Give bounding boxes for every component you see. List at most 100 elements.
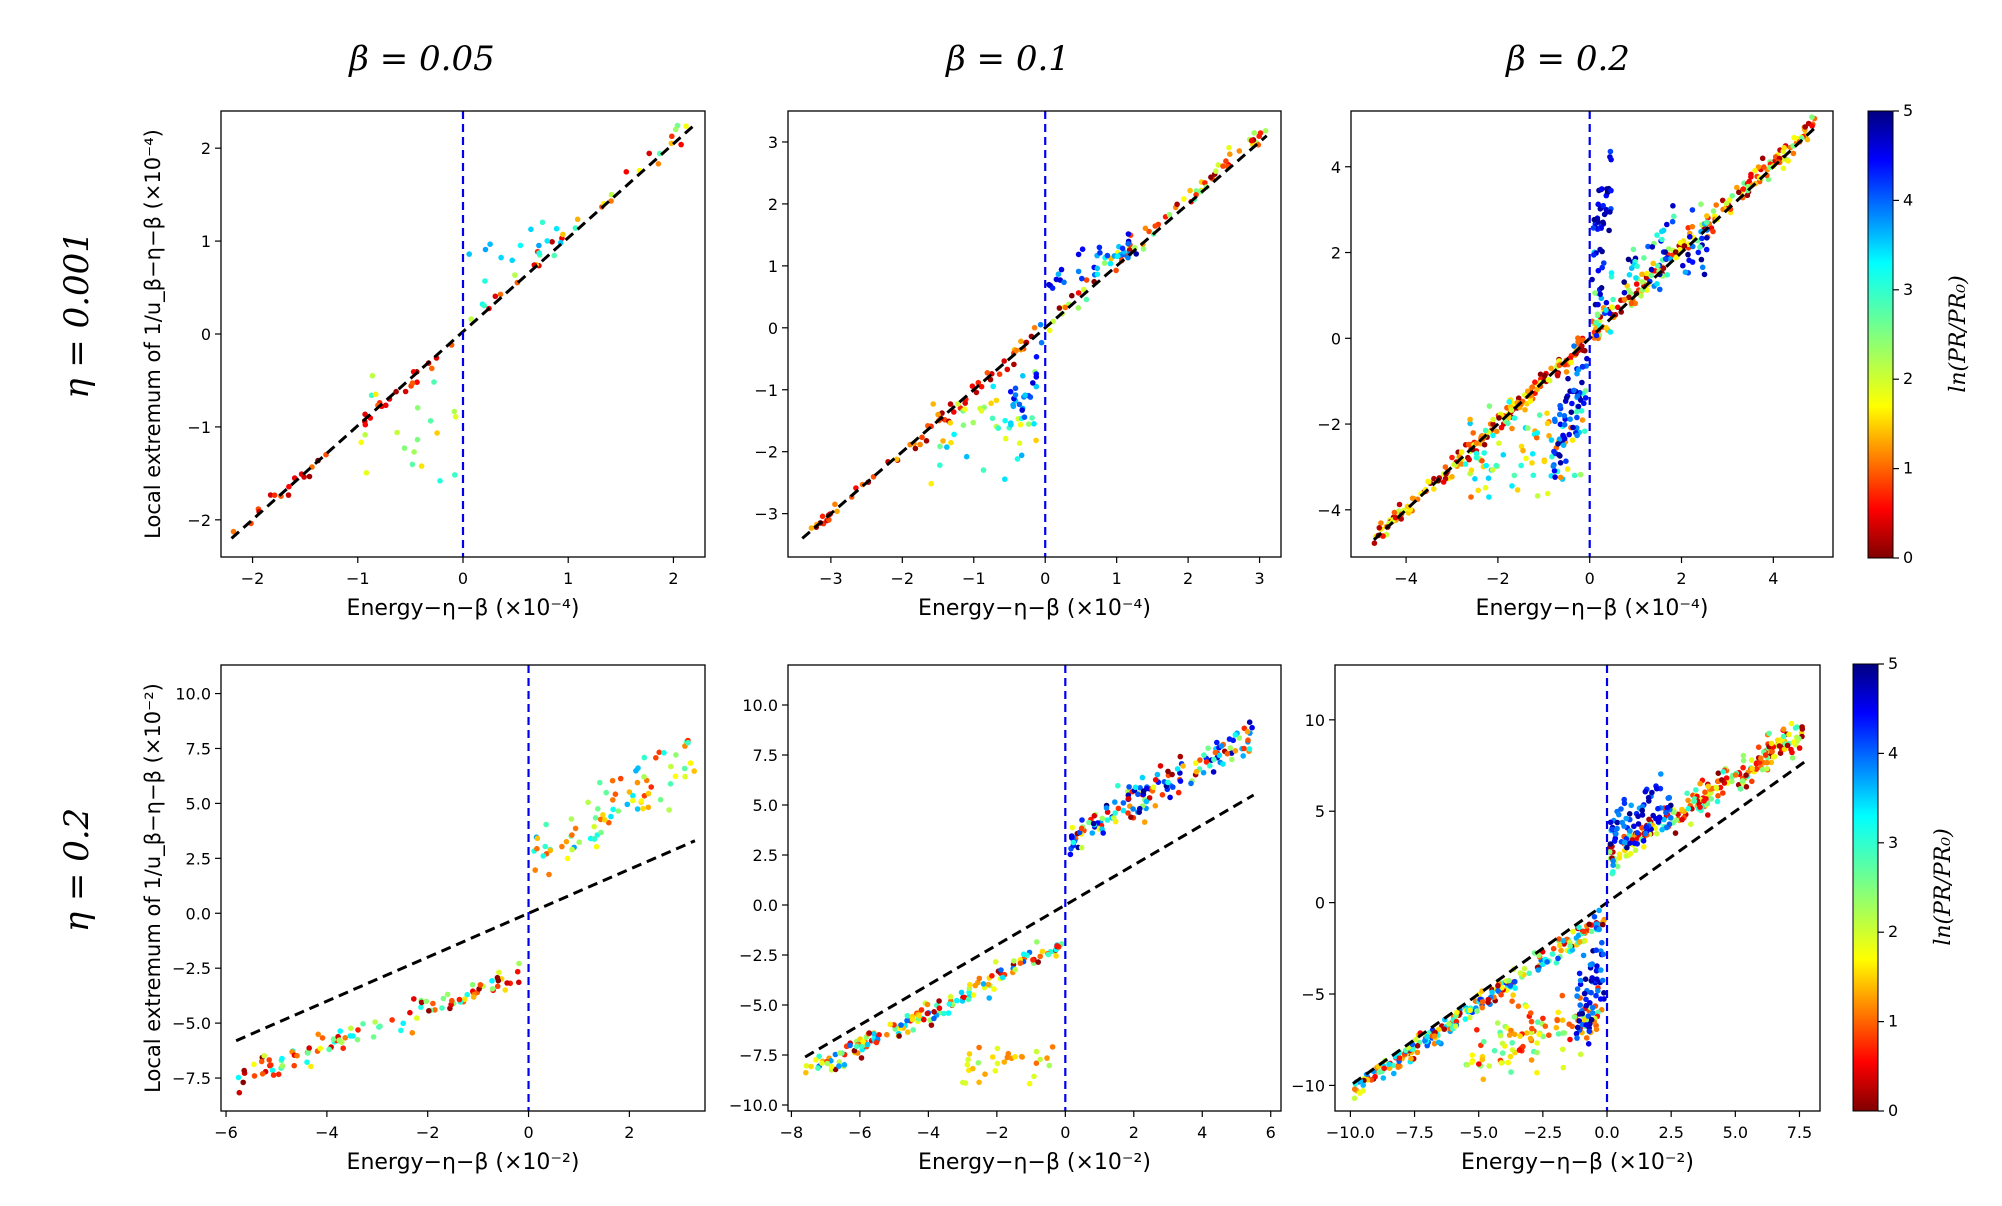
y-tick-label: 10 — [1305, 711, 1325, 730]
scatter-point — [1749, 765, 1755, 772]
scatter-point — [985, 981, 992, 988]
scatter-point — [1600, 202, 1606, 209]
scatter-point — [294, 1052, 300, 1059]
scatter-point — [994, 1060, 1001, 1067]
scatter-point — [683, 123, 689, 129]
scatter-point — [1766, 730, 1772, 737]
y-tick-label: −1 — [754, 381, 778, 400]
scatter-point — [1685, 251, 1691, 258]
scatter-point — [976, 975, 983, 982]
scatter-point — [1610, 862, 1616, 868]
scatter-point — [1563, 369, 1570, 375]
scatter-point — [1776, 743, 1783, 749]
scatter-point — [1574, 414, 1580, 421]
row-title-eta-02: η = 0.2 — [57, 808, 97, 933]
scatter-point — [409, 1030, 416, 1036]
scatter-points — [235, 737, 697, 1096]
scatter-point — [1555, 1031, 1562, 1037]
scatter-point — [610, 797, 616, 803]
scatter-point — [918, 1007, 925, 1013]
scatter-point — [1468, 467, 1475, 474]
scatter-point — [1544, 490, 1551, 497]
scatter-point — [1576, 1018, 1582, 1024]
scatter-point — [1107, 260, 1114, 267]
scatter-point — [912, 445, 919, 452]
scatter-points — [1351, 720, 1806, 1102]
scatter-point — [638, 798, 645, 804]
x-tick-label: −10.0 — [1326, 1123, 1375, 1142]
scatter-point — [661, 750, 667, 756]
scatter-point — [1529, 460, 1535, 466]
scatter-point — [1507, 1053, 1514, 1060]
scatter-point — [368, 392, 375, 399]
y-tick-label: 5.0 — [753, 796, 778, 815]
scatter-point — [808, 1063, 814, 1070]
scatter-point — [687, 760, 694, 766]
scatter-point — [1210, 769, 1217, 775]
scatter-point — [1094, 271, 1101, 278]
scatter-point — [1804, 136, 1811, 143]
scatter-point — [1626, 840, 1633, 846]
scatter-point — [1685, 805, 1692, 812]
scatter-point — [432, 1007, 438, 1013]
scatter-point — [1473, 440, 1480, 447]
scatter-point — [1699, 264, 1706, 271]
scatter-point — [1650, 260, 1656, 267]
scatter-point — [1512, 978, 1518, 985]
scatter-point — [1660, 265, 1667, 272]
scatter-point — [1236, 148, 1243, 154]
scatter-point — [1205, 745, 1211, 751]
scatter-point — [1535, 967, 1541, 973]
scatter-point — [1033, 1048, 1040, 1055]
x-tick-label: 0 — [1040, 569, 1050, 588]
scatter-point — [961, 994, 968, 1001]
scatter-point — [1475, 487, 1481, 494]
colorbar-tick-label: 0 — [1888, 1101, 1898, 1120]
scatter-point — [904, 1017, 910, 1024]
scatter-point — [841, 1062, 848, 1068]
scatter-point — [452, 414, 459, 420]
scatter-point — [1469, 1059, 1475, 1066]
scatter-point — [598, 829, 604, 836]
x-tick-label: 2.5 — [1658, 1123, 1683, 1142]
scatter-point — [989, 1054, 996, 1060]
scatter-point — [1137, 805, 1143, 812]
scatter-point — [1533, 434, 1540, 441]
scatter-point — [1595, 301, 1601, 308]
x-tick-label: −2 — [241, 569, 265, 588]
scatter-point — [1120, 800, 1127, 806]
scatter-point — [970, 1065, 976, 1072]
scatter-point — [1187, 187, 1193, 194]
colorbar-tick-label: 4 — [1903, 190, 1913, 209]
scatter-point — [1591, 252, 1597, 258]
scatter-point — [1649, 789, 1655, 796]
scatter-point — [1639, 807, 1645, 814]
scatter-point — [1570, 424, 1576, 431]
scatter-point — [1614, 819, 1621, 826]
scatter-point — [819, 1060, 825, 1066]
scatter-point — [336, 1037, 343, 1043]
scatter-point — [1568, 359, 1574, 366]
scatter-point — [1606, 849, 1613, 855]
scatter-point — [1679, 816, 1685, 823]
scatter-point — [1623, 815, 1629, 822]
scatter-point — [1054, 943, 1060, 949]
scatter-point — [1589, 975, 1595, 981]
column-title-beta-02: β = 0.2 — [1504, 39, 1630, 79]
scatter-point — [1465, 441, 1472, 448]
scatter-point — [440, 995, 447, 1002]
scatter-point — [672, 126, 679, 133]
scatter-point — [1523, 455, 1529, 462]
scatter-point — [970, 992, 977, 998]
scatter-point — [975, 379, 982, 386]
scatter-point — [1756, 759, 1763, 766]
scatter-point — [1703, 246, 1710, 253]
scatter-point — [1597, 291, 1603, 298]
scatter-point — [1593, 947, 1599, 953]
scatter-point — [1553, 960, 1560, 966]
scatter-point — [1545, 377, 1552, 383]
scatter-point — [1026, 1080, 1033, 1087]
scatter-point — [1035, 959, 1041, 965]
y-tick-label: 10.0 — [742, 696, 778, 715]
scatter-point — [1672, 830, 1679, 836]
